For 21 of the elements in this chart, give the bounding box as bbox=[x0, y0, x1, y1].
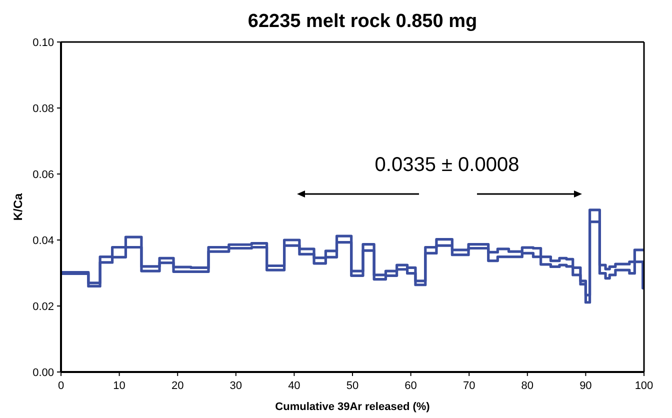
y-axis-title: K/Ca bbox=[11, 193, 25, 221]
x-tick-label: 50 bbox=[346, 380, 359, 392]
annotation: 0.0335 ± 0.0008 bbox=[374, 154, 520, 176]
chart-title: 62235 melt rock 0.850 mg bbox=[248, 11, 478, 32]
x-axis-title: Cumulative 39Ar released (%) bbox=[275, 401, 430, 413]
y-tick-label: 0.10 bbox=[32, 36, 54, 49]
y-tick-label: 0.04 bbox=[32, 234, 54, 247]
y-tick-label: 0.02 bbox=[32, 300, 54, 313]
x-tick-label: 100 bbox=[634, 380, 654, 392]
x-tick-label: 0 bbox=[58, 380, 64, 392]
x-tick-label: 40 bbox=[288, 380, 300, 392]
y-tick-label: 0.00 bbox=[32, 366, 54, 379]
x-tick-label: 80 bbox=[521, 380, 534, 392]
y-tick-label: 0.08 bbox=[32, 102, 54, 115]
y-tick-label: 0.06 bbox=[32, 168, 54, 181]
x-tick-label: 20 bbox=[171, 380, 184, 392]
x-tick-label: 70 bbox=[462, 380, 476, 392]
x-tick-label: 90 bbox=[580, 380, 592, 392]
x-tick-label: 10 bbox=[113, 380, 126, 392]
x-tick-label: 30 bbox=[230, 380, 242, 392]
x-tick-label: 60 bbox=[404, 380, 417, 392]
